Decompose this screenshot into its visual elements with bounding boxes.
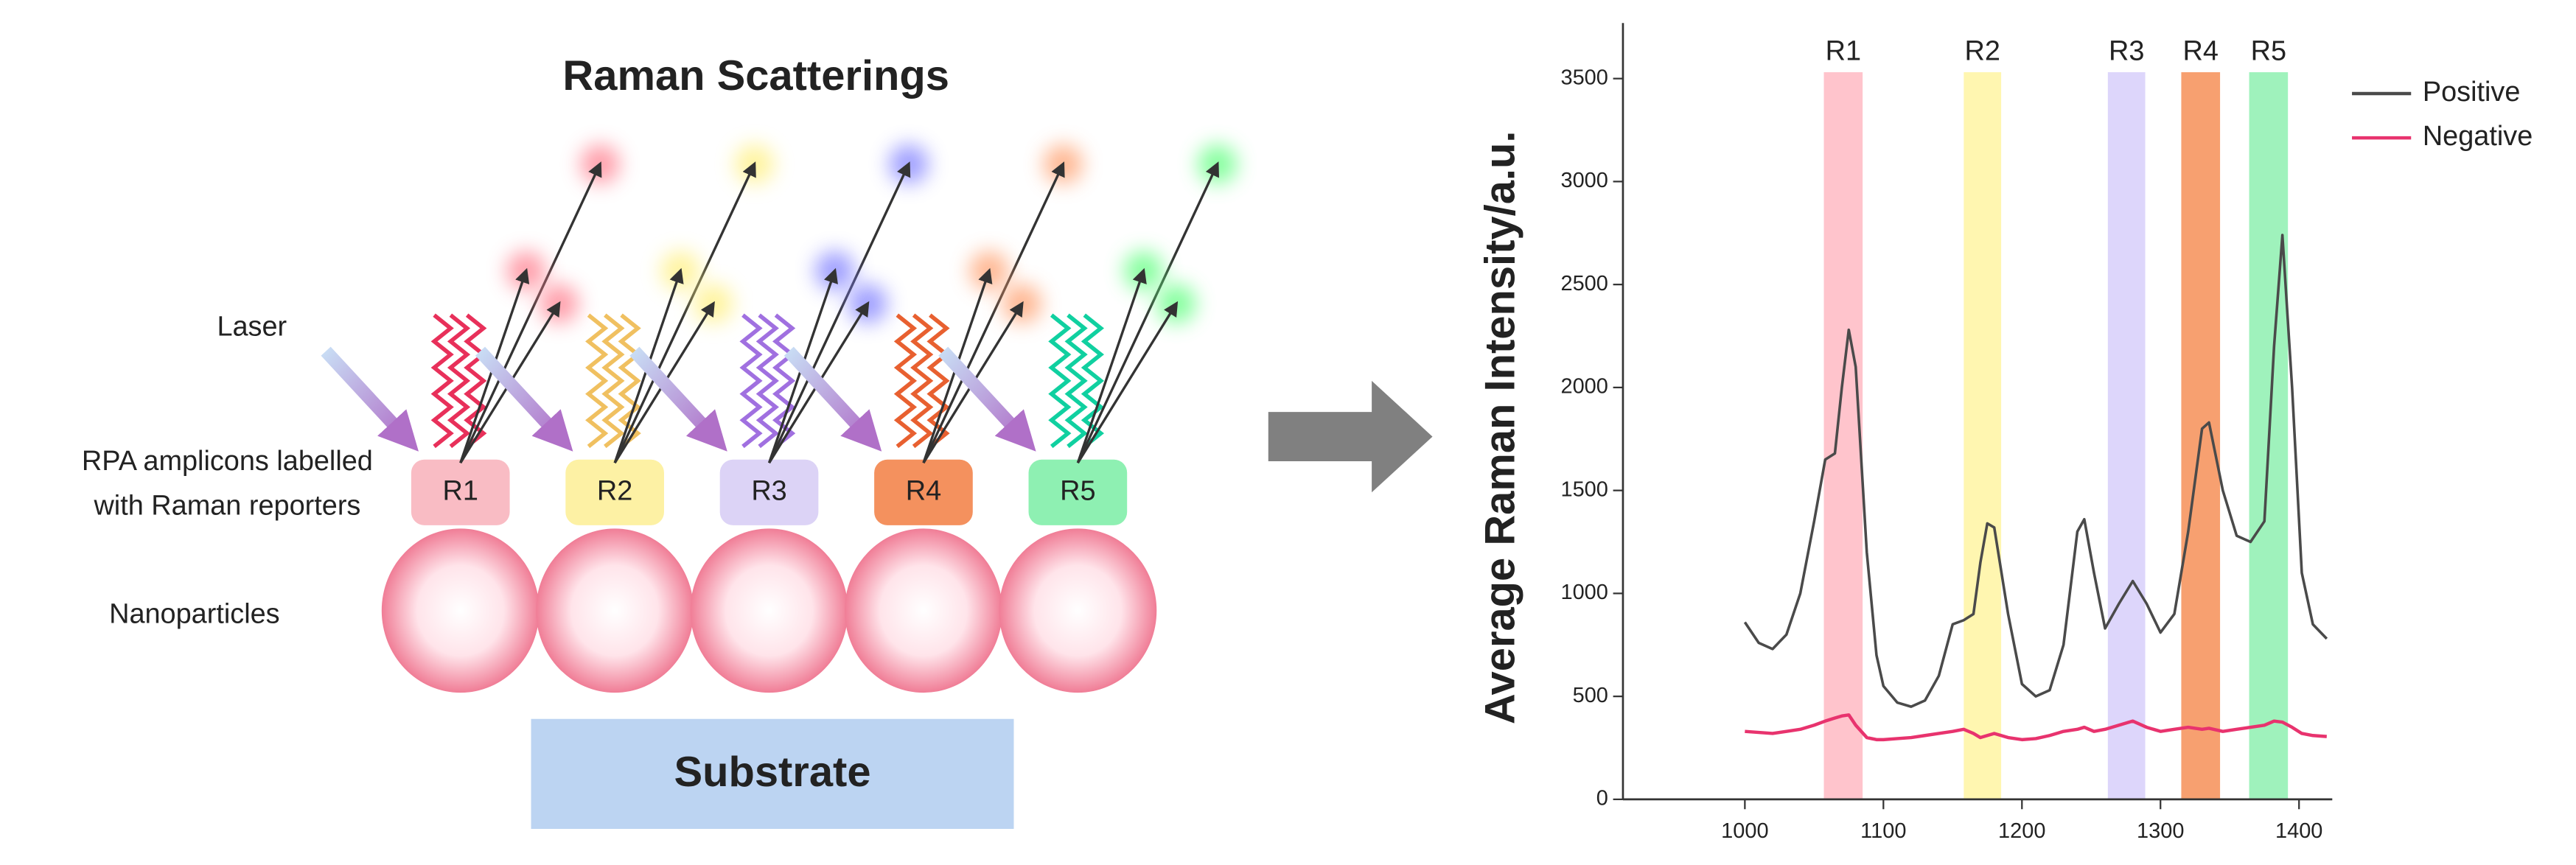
- y-tick-label: 2000: [1560, 375, 1608, 399]
- band: [1823, 72, 1863, 799]
- x-tick-label: 1000: [1721, 819, 1768, 843]
- nanoparticle: [536, 528, 694, 693]
- y-tick-label: 2500: [1560, 272, 1608, 295]
- scatter-arrow: [1076, 161, 1220, 463]
- laser-beam: [629, 346, 727, 452]
- reporter-box: [874, 459, 973, 525]
- scatter-arrow: [613, 161, 756, 463]
- line-series: [1743, 234, 2328, 708]
- y-tick-label: 3000: [1560, 169, 1608, 192]
- raman-reporter-wave: [1048, 313, 1072, 449]
- raman-reporter-wave: [739, 313, 763, 449]
- raman-reporter-wave: [601, 313, 625, 449]
- raman-reporter-wave: [447, 313, 471, 449]
- y-tick-label: 0: [1596, 787, 1608, 810]
- raman-reporter-wave: [893, 313, 918, 449]
- diagram-title: Raman Scatterings: [562, 52, 949, 99]
- diagram: Raman Scatterings Laser RPA amplicons la…: [82, 52, 1433, 829]
- process-arrow: [1268, 380, 1433, 493]
- reporter-label: R4: [906, 475, 941, 506]
- raman-reporter-wave: [910, 313, 934, 449]
- x-tick-label: 1100: [1860, 819, 1906, 843]
- scatter-arrow: [1076, 301, 1179, 464]
- legend-label: Positive: [2423, 77, 2521, 108]
- band: [1964, 72, 2002, 799]
- reporter-label: R1: [443, 475, 478, 506]
- reporter-box: [411, 459, 510, 525]
- band-label: R4: [2183, 35, 2219, 66]
- band-label: R1: [1826, 35, 1861, 66]
- y-tick-label: 1000: [1560, 581, 1608, 604]
- raman-reporter-wave: [430, 313, 454, 449]
- legend-label: Negative: [2423, 121, 2533, 152]
- reporter-label: R2: [597, 475, 632, 506]
- raman-reporter-wave: [585, 313, 609, 449]
- scatter-arrow: [1076, 267, 1147, 463]
- reporter-label: R3: [751, 475, 786, 506]
- reporter-label: R5: [1060, 475, 1095, 506]
- x-tick-label: 1400: [2275, 819, 2322, 843]
- substrate-label: Substrate: [674, 749, 870, 796]
- y-tick-label: 3500: [1560, 66, 1608, 89]
- y-axis-label: Average Raman Intensity/a.u.: [1477, 131, 1524, 725]
- laser-beam: [475, 346, 573, 452]
- laser-label: Laser: [217, 312, 287, 343]
- raman-reporter-wave: [1064, 313, 1088, 449]
- reporter-box: [565, 459, 664, 525]
- scatter-arrow: [922, 161, 1065, 463]
- band: [2107, 72, 2146, 799]
- nanoparticles-label: Nanoparticles: [109, 598, 279, 629]
- nanoparticle: [999, 528, 1157, 693]
- raman-reporter-wave: [755, 313, 779, 449]
- nanoparticle: [381, 528, 540, 693]
- x-tick-label: 1300: [2137, 819, 2184, 843]
- scatter-arrow: [768, 161, 911, 463]
- scatter-arrow: [459, 161, 602, 463]
- laser-beam: [783, 346, 882, 452]
- chart: R1 R2 R3 R4 R5 0 500 1000 1500 2000 2500 3000 3500 10…: [1477, 23, 2533, 843]
- band-label: R3: [2109, 35, 2144, 66]
- y-tick-label: 1500: [1560, 477, 1608, 501]
- nanoparticle: [845, 528, 1002, 693]
- laser-beam: [321, 346, 419, 452]
- line-series: [1745, 713, 2327, 742]
- laser-beam: [938, 346, 1036, 452]
- band-label: R5: [2251, 35, 2286, 66]
- y-tick-label: 500: [1573, 684, 1608, 707]
- band-label: R2: [1965, 35, 2000, 66]
- x-tick-label: 1200: [1998, 819, 2045, 843]
- amplicons-label: with Raman reporters: [93, 490, 360, 521]
- reporter-box: [1028, 459, 1128, 525]
- reporter-box: [719, 459, 819, 525]
- amplicons-label: RPA amplicons labelled: [82, 446, 373, 477]
- substrate: [531, 718, 1014, 829]
- nanoparticle: [690, 528, 848, 693]
